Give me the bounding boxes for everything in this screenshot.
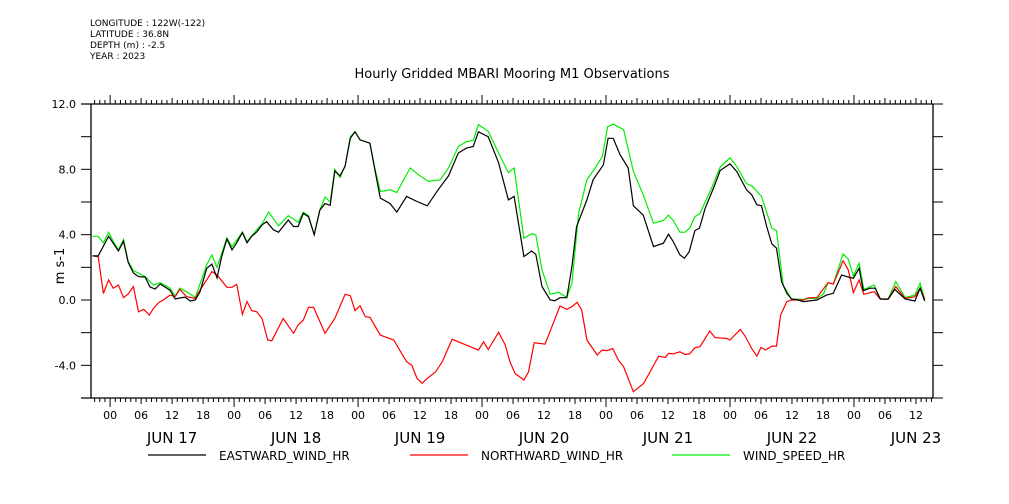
x-hour-label: 00 xyxy=(351,409,365,422)
year-label: YEAR : 2023 xyxy=(90,52,146,62)
x-hour-label: 18 xyxy=(692,409,706,422)
x-hour-label: 06 xyxy=(878,409,892,422)
x-hour-label: 18 xyxy=(444,409,458,422)
x-hour-label: 18 xyxy=(816,409,830,422)
y-tick-label: 4.0 xyxy=(59,229,77,242)
x-hour-label: 12 xyxy=(661,409,675,422)
legend-label: EASTWARD_WIND_HR xyxy=(219,449,350,463)
x-hour-label: 12 xyxy=(165,409,179,422)
x-day-label: JUN 18 xyxy=(270,429,321,447)
legend-label: NORTHWARD_WIND_HR xyxy=(481,449,623,463)
x-hour-label: 00 xyxy=(475,409,489,422)
x-hour-label: 06 xyxy=(258,409,272,422)
x-hour-label: 18 xyxy=(196,409,210,422)
x-day-label: JUN 22 xyxy=(766,429,817,447)
depth-label: DEPTH (m) : -2.5 xyxy=(90,41,166,51)
x-hour-label: 00 xyxy=(599,409,613,422)
x-day-label: JUN 21 xyxy=(642,429,693,447)
x-hour-label: 00 xyxy=(723,409,737,422)
x-day-label: JUN 17 xyxy=(146,429,197,447)
x-hour-label: 00 xyxy=(103,409,117,422)
chart-title: Hourly Gridded MBARI Mooring M1 Observat… xyxy=(354,67,670,82)
x-hour-label: 12 xyxy=(909,409,923,422)
latitude-label: LATITUDE : 36.8N xyxy=(90,30,170,40)
series-line-northward-wind-hr xyxy=(92,255,926,393)
series-group xyxy=(92,123,926,393)
x-hour-label: 12 xyxy=(413,409,427,422)
x-hour-label: 06 xyxy=(630,409,644,422)
x-hour-label: 18 xyxy=(568,409,582,422)
y-axis-label: m s-1 xyxy=(53,248,68,285)
x-hour-label: 06 xyxy=(134,409,148,422)
x-hour-label: 12 xyxy=(289,409,303,422)
x-hour-label: 00 xyxy=(847,409,861,422)
plot-metadata: LONGITUDE : 122W(-122) LATITUDE : 36.8N … xyxy=(90,19,205,63)
y-tick-label: 0.0 xyxy=(59,294,77,307)
longitude-label: LONGITUDE : 122W(-122) xyxy=(90,19,206,29)
x-day-label: JUN 20 xyxy=(518,429,569,447)
y-tick-label: 12.0 xyxy=(52,98,77,111)
y-tick-label: -4.0 xyxy=(55,359,76,372)
y-tick-label: 8.0 xyxy=(59,163,77,176)
x-hour-label: 00 xyxy=(227,409,241,422)
x-day-label: JUN 23 xyxy=(890,429,941,447)
x-hour-label: 18 xyxy=(320,409,334,422)
x-hour-label: 06 xyxy=(506,409,520,422)
axes: 12.0 8.0 4.0 0.0 -4.0 00 06 12 18 00 06 12 18 00 06 12 1… xyxy=(52,95,943,447)
series-line-eastward-wind-hr xyxy=(92,130,926,303)
x-hour-label: 06 xyxy=(382,409,396,422)
x-hour-label: 06 xyxy=(754,409,768,422)
legend-label: WIND_SPEED_HR xyxy=(743,449,845,463)
series-line-wind-speed-hr xyxy=(92,123,926,300)
x-hour-label: 12 xyxy=(785,409,799,422)
x-hour-label: 12 xyxy=(537,409,551,422)
x-day-label: JUN 19 xyxy=(394,429,445,447)
legend: EASTWARD_WIND_HR NORTHWARD_WIND_HR WIND_SP… xyxy=(148,449,845,463)
